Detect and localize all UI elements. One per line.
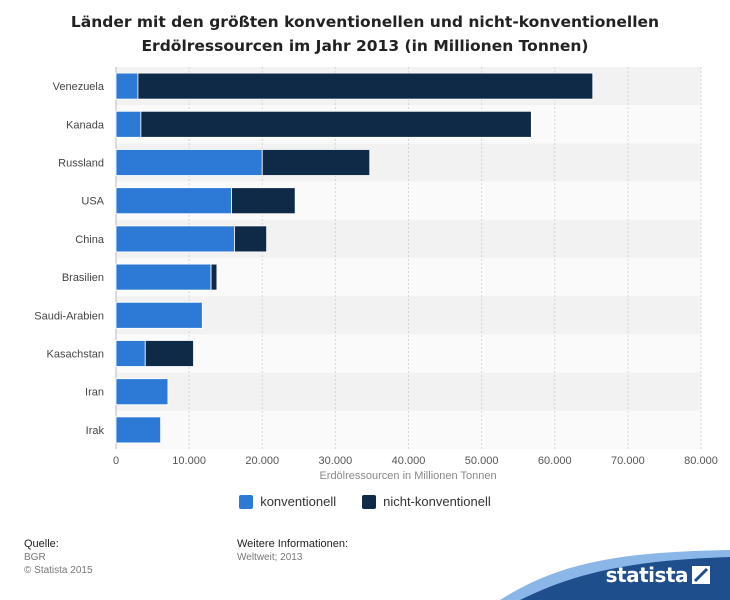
category-label: Venezuela <box>53 81 105 93</box>
bar-konventionell <box>115 225 235 253</box>
category-label: Irak <box>86 425 105 437</box>
source-line-copyright: © Statista 2015 <box>24 565 93 576</box>
bar-nicht-konventionell <box>261 149 371 176</box>
bar-konventionell <box>115 416 162 444</box>
legend-item-nicht-konventionell[interactable]: nicht-konventionell <box>362 494 491 509</box>
legend-swatch-nicht-konventionell <box>362 494 377 509</box>
category-label: China <box>75 234 105 246</box>
legend-label-nicht-konventionell: nicht-konventionell <box>383 494 491 509</box>
legend-item-konventionell[interactable]: konventionell <box>239 494 336 509</box>
info-line: Weltweit; 2013 <box>237 552 303 563</box>
bar-konventionell <box>115 378 169 406</box>
legend: konventionell nicht-konventionell <box>0 494 730 509</box>
x-tick-label: 40.000 <box>392 455 426 467</box>
bar-konventionell <box>115 263 212 291</box>
statista-logo[interactable]: statista <box>605 563 689 587</box>
bar-nicht-konventionell <box>137 72 594 100</box>
info-block: Weitere Informationen: Weltweit; 2013 <box>237 538 348 564</box>
bar-nicht-konventionell <box>144 340 194 367</box>
x-axis-label: Erdölressourcen in Millionen Tonnen <box>319 470 496 482</box>
category-label: Iran <box>85 387 104 399</box>
bar-konventionell <box>115 187 232 215</box>
legend-swatch-konventionell <box>239 494 254 509</box>
x-tick-label: 50.000 <box>465 455 499 467</box>
x-tick-label: 10.000 <box>172 455 206 467</box>
chart-title-line-2: Erdölressourcen im Jahr 2013 (in Million… <box>141 37 589 55</box>
source-line-bgr: BGR <box>24 552 46 563</box>
legend-label-konventionell: konventionell <box>260 494 337 509</box>
category-label: Brasilien <box>62 272 104 284</box>
source-block: Quelle: BGR © Statista 2015 <box>24 538 93 577</box>
category-label: Kasachstan <box>47 349 104 361</box>
bar-nicht-konventionell <box>231 187 296 215</box>
info-heading[interactable]: Weitere Informationen: <box>237 538 349 550</box>
bar-konventionell <box>115 110 142 138</box>
bar-konventionell <box>115 149 263 176</box>
bar-konventionell <box>115 301 203 329</box>
category-label: Russland <box>58 158 104 170</box>
x-tick-label: 20.000 <box>245 455 279 467</box>
bar-nicht-konventionell <box>234 225 268 253</box>
bar-konventionell <box>115 340 146 367</box>
x-tick-label: 30.000 <box>319 455 353 467</box>
category-label: Kanada <box>66 119 105 131</box>
chart-title: Länder mit den größten konventionellen u… <box>0 10 730 58</box>
bar-nicht-konventionell <box>210 263 218 291</box>
x-tick-label: 70.000 <box>611 455 645 467</box>
category-labels: Venezuela Kanada Russland USA China Brasilien… <box>34 81 105 437</box>
bar-nicht-konventionell <box>140 110 532 138</box>
row-band <box>116 410 701 449</box>
x-tick-label: 80.000 <box>684 455 718 467</box>
chart-title-line-1: Länder mit den größten konventionellen u… <box>70 13 660 31</box>
source-heading: Quelle: <box>24 538 59 550</box>
tick-labels: 0 10.000 20.000 30.000 40.000 50.000 60.000 70.… <box>113 455 718 467</box>
category-label: Saudi-Arabien <box>34 310 104 322</box>
statista-logo-icon <box>692 566 710 584</box>
bar-konventionell <box>115 72 139 100</box>
category-label: USA <box>81 196 104 208</box>
bars <box>115 72 594 444</box>
x-tick-label: 0 <box>113 455 119 467</box>
x-tick-label: 60.000 <box>538 455 572 467</box>
